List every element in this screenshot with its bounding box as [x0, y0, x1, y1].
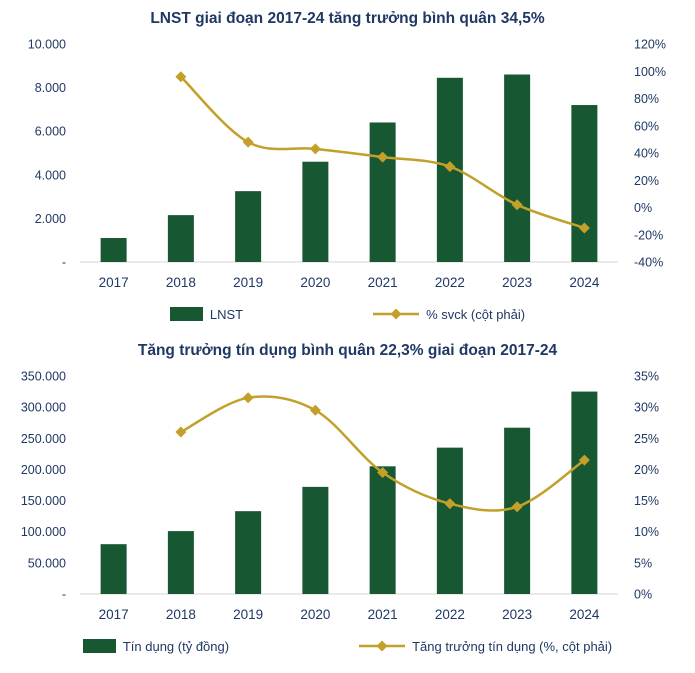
bar-2020 — [302, 161, 329, 262]
right-axis-tick: 10% — [634, 525, 659, 539]
chart-lnst: LNST giai đoạn 2017-24 tăng trưởng bình … — [0, 8, 695, 326]
left-axis-tick: 6.000 — [35, 125, 66, 139]
right-axis-tick: 0% — [634, 588, 652, 602]
right-axis-tick: 100% — [634, 65, 666, 79]
bar-2021 — [369, 122, 396, 262]
bar-2020 — [302, 486, 329, 594]
x-axis-label: 2023 — [502, 275, 532, 290]
right-axis-tick: 20% — [634, 463, 659, 477]
bar-2019 — [235, 191, 262, 262]
x-axis-label: 2017 — [99, 275, 129, 290]
left-axis-tick: 350.000 — [21, 370, 66, 384]
left-axis-tick: 250.000 — [21, 432, 66, 446]
right-axis-tick: 5% — [634, 556, 652, 570]
left-axis-tick: 2.000 — [35, 212, 66, 226]
x-axis-label: 2020 — [300, 607, 330, 622]
right-axis-tick: 35% — [634, 370, 659, 384]
legend-item-lnst: LNST — [169, 306, 244, 322]
diamond-marker — [444, 161, 456, 173]
right-axis-tick: 20% — [634, 174, 659, 188]
diamond-marker — [175, 71, 187, 83]
right-axis-tick: 15% — [634, 494, 659, 508]
bar-2019 — [235, 511, 262, 594]
chart-title-lnst: LNST giai đoạn 2017-24 tăng trưởng bình … — [150, 10, 545, 27]
x-axis-label: 2018 — [166, 275, 196, 290]
right-axis-tick: 25% — [634, 432, 659, 446]
x-axis-label: 2022 — [435, 275, 465, 290]
tin-dung-chart-canvas: 350.000 300.000 250.000 200.000 150.000 100.0… — [21, 370, 659, 623]
bar-2017 — [100, 544, 127, 594]
report-charts-page: LNST giai đoạn 2017-24 tăng trưởng bình … — [0, 8, 695, 658]
x-axis-label: 2022 — [435, 607, 465, 622]
legend-item-svck: % svck (cột phải) — [373, 307, 525, 322]
right-axis-tick: 120% — [634, 38, 666, 52]
right-axis-tick: -40% — [634, 256, 663, 270]
left-axis-tick: 10.000 — [28, 38, 66, 52]
left-axis-tick: 8.000 — [35, 81, 66, 95]
diamond-marker — [511, 199, 523, 211]
left-axis-tick: 4.000 — [35, 168, 66, 182]
legend-label: Tín dụng (tỷ đồng) — [122, 638, 230, 654]
bar-2024 — [571, 391, 598, 594]
x-axis-label: 2024 — [569, 275, 600, 290]
legend-label: Tăng trưởng tín dụng (%, cột phải) — [412, 638, 613, 654]
bar-2018 — [167, 531, 194, 594]
diamond-marker — [444, 498, 456, 510]
right-axis-tick: -20% — [634, 228, 663, 242]
x-axis-label: 2021 — [368, 607, 398, 622]
bar-2024 — [571, 105, 598, 262]
bar-series-swatch — [82, 639, 116, 653]
bar-series-swatch — [169, 307, 203, 321]
right-axis-tick: 30% — [634, 401, 659, 415]
left-axis-tick: - — [62, 588, 66, 602]
x-axis-label: 2023 — [502, 607, 532, 622]
left-axis-tick: 300.000 — [21, 401, 66, 415]
left-axis-tick: 100.000 — [21, 525, 66, 539]
diamond-marker — [578, 454, 590, 466]
diamond-marker — [377, 151, 389, 163]
diamond-marker — [242, 392, 254, 404]
legend-item-tin-dung: Tín dụng (tỷ đồng) — [82, 638, 230, 654]
lnst-legend: LNST % svck (cột phải) — [0, 302, 695, 326]
line-series-swatch — [373, 308, 420, 320]
x-axis-label: 2019 — [233, 607, 263, 622]
chart-title-tin-dung: Tăng trưởng tín dụng bình quân 22,3% gia… — [137, 342, 558, 359]
lnst-chart-canvas: 10.000 8.000 6.000 4.000 2.000 - 120% 100% 80% 60… — [28, 38, 666, 291]
legend-label: % svck (cột phải) — [426, 306, 526, 322]
right-axis-tick: 60% — [634, 119, 659, 133]
right-axis-tick: 0% — [634, 201, 652, 215]
tin-dung-legend: Tín dụng (tỷ đồng) Tăng trưởng tín dụng … — [0, 634, 695, 658]
x-axis-label: 2024 — [569, 607, 600, 622]
bar-2023 — [504, 74, 531, 262]
diamond-marker — [309, 404, 321, 416]
diamond-marker — [578, 222, 590, 234]
diamond-marker — [175, 426, 187, 438]
diamond-marker — [242, 136, 254, 148]
left-axis-tick: - — [62, 256, 66, 270]
x-axis-label: 2020 — [300, 275, 330, 290]
right-axis-tick: 40% — [634, 147, 659, 161]
x-axis-label: 2017 — [99, 607, 129, 622]
bar-2022 — [436, 447, 463, 594]
x-axis-label: 2019 — [233, 275, 263, 290]
bar-2017 — [100, 238, 127, 262]
left-axis-tick: 200.000 — [21, 463, 66, 477]
chart-tin-dung: Tăng trưởng tín dụng bình quân 22,3% gia… — [0, 340, 695, 658]
right-axis-tick: 80% — [634, 92, 659, 106]
bar-2018 — [167, 215, 194, 262]
x-axis-label: 2021 — [368, 275, 398, 290]
diamond-marker — [309, 143, 321, 155]
legend-item-tang-truong: Tăng trưởng tín dụng (%, cột phải) — [359, 639, 612, 654]
left-axis-tick: 150.000 — [21, 494, 66, 508]
x-axis-label: 2018 — [166, 607, 196, 622]
legend-label: LNST — [209, 306, 244, 322]
line-series-swatch — [359, 640, 406, 652]
bar-2021 — [369, 466, 396, 594]
diamond-marker — [511, 501, 523, 513]
left-axis-tick: 50.000 — [28, 556, 66, 570]
diamond-marker — [377, 467, 389, 479]
